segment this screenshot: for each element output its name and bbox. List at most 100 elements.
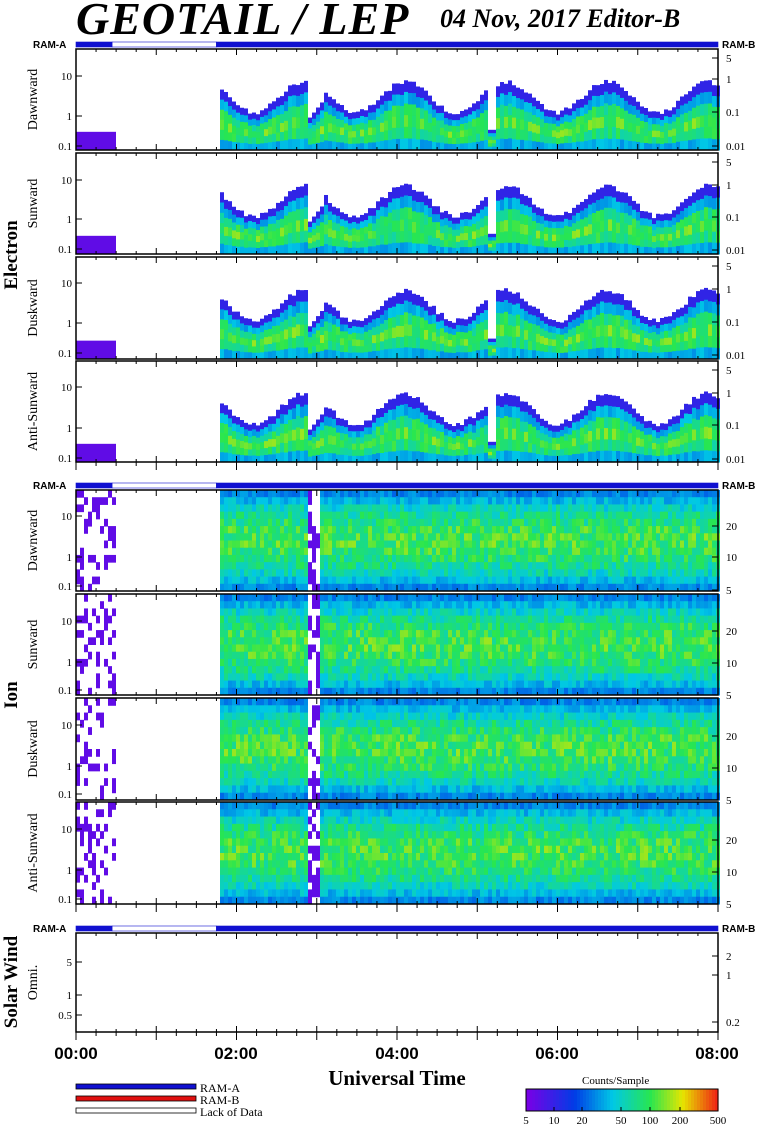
spectrogram-cell xyxy=(220,192,224,204)
spectrogram-cell xyxy=(112,449,116,454)
spectrogram-cell xyxy=(508,518,512,527)
spectrogram-cell xyxy=(708,540,712,549)
spectrogram-cell xyxy=(364,116,368,125)
spectrogram-cell xyxy=(80,241,84,246)
spectrogram-cell xyxy=(308,540,312,549)
spectrogram-cell xyxy=(612,126,616,139)
spectrogram-cell xyxy=(228,132,232,142)
spectrogram-cell xyxy=(320,430,324,439)
spectrogram-cell xyxy=(696,518,700,527)
spectrogram-cell xyxy=(496,405,500,418)
spectrogram-cell xyxy=(676,490,680,498)
spectrogram-cell xyxy=(404,347,408,360)
spectrogram-cell xyxy=(452,247,456,255)
spectrogram-cell xyxy=(336,497,340,505)
spectrogram-cell xyxy=(536,350,540,360)
spectrogram-cell xyxy=(564,426,568,435)
spectrogram-cell xyxy=(396,547,400,556)
spectrogram-cell xyxy=(288,451,292,463)
spectrogram-cell xyxy=(628,576,632,585)
spectrogram-cell xyxy=(428,453,432,463)
spectrogram-cell xyxy=(576,504,580,513)
spectrogram-cell xyxy=(596,106,600,119)
spectrogram-cell xyxy=(572,446,576,455)
spectrogram-cell xyxy=(260,526,264,534)
spectrogram-cell xyxy=(688,511,692,520)
spectrogram-cell xyxy=(600,209,604,222)
spectrogram-cell xyxy=(440,135,444,144)
spectrogram-cell xyxy=(584,526,588,534)
spectrogram-cell xyxy=(360,437,364,445)
spectrogram-cell xyxy=(660,583,664,592)
spectrogram-cell xyxy=(420,562,424,570)
spectrogram-cell xyxy=(396,94,400,107)
spectrogram-cell xyxy=(624,569,628,578)
spectrogram-cell xyxy=(456,526,460,534)
spectrogram-cell xyxy=(500,82,504,94)
spectrogram-cell xyxy=(492,133,496,138)
spectrogram-cell xyxy=(552,346,556,354)
spectrogram-cell xyxy=(112,340,116,345)
spectrogram-cell xyxy=(360,247,364,255)
spectrogram-cell xyxy=(492,533,496,541)
spectrogram-cell xyxy=(376,210,380,220)
spectrogram-cell xyxy=(464,569,468,578)
spectrogram-cell xyxy=(692,554,696,563)
spectrogram-cell xyxy=(376,497,380,505)
spectrogram-cell xyxy=(388,554,392,563)
spectrogram-cell xyxy=(704,450,708,463)
spectrogram-cell xyxy=(276,308,280,318)
spectrogram-cell xyxy=(256,114,260,121)
spectrogram-cell xyxy=(380,197,384,208)
spectrogram-cell xyxy=(416,305,420,317)
spectrogram-cell xyxy=(240,583,244,592)
spectrogram-cell xyxy=(712,554,716,563)
spectrogram-cell xyxy=(456,455,460,463)
spectrogram-cell xyxy=(388,338,392,350)
spectrogram-cell xyxy=(392,562,396,570)
spectrogram-cell xyxy=(500,396,504,408)
spectrogram-cell xyxy=(572,518,576,527)
spectrogram-cell xyxy=(288,305,292,317)
spectrogram-cell xyxy=(320,554,324,563)
spectrogram-cell xyxy=(252,215,256,223)
spectrogram-cell xyxy=(468,330,472,339)
spectrogram-cell xyxy=(248,526,252,534)
spectrogram-cell xyxy=(592,547,596,556)
spectrogram-cell xyxy=(584,122,588,133)
spectrogram-cell xyxy=(636,212,640,221)
spectrogram-cell xyxy=(552,437,556,445)
spectrogram-cell xyxy=(76,244,80,249)
spectrogram-cell xyxy=(312,131,316,139)
spectrogram-cell xyxy=(472,533,476,541)
spectrogram-cell xyxy=(652,218,656,225)
spectrogram-cell xyxy=(412,104,416,117)
spectrogram-cell xyxy=(640,416,644,425)
spectrogram-cell xyxy=(424,452,428,463)
spectrogram-cell xyxy=(516,336,520,349)
spectrogram-cell xyxy=(284,504,288,513)
spectrogram-cell xyxy=(612,348,616,360)
spectrogram-cell xyxy=(356,497,360,505)
spectrogram-cell xyxy=(376,547,380,556)
spectrogram-cell xyxy=(516,451,520,463)
spectrogram-cell xyxy=(580,99,584,109)
spectrogram-cell xyxy=(264,518,268,527)
spectrogram-cell xyxy=(704,426,708,439)
spectrogram-cell xyxy=(712,429,716,441)
spectrogram-cell xyxy=(528,518,532,527)
spectrogram-cell xyxy=(248,338,252,347)
spectrogram-cell xyxy=(268,554,272,563)
spectrogram-cell xyxy=(272,526,276,534)
spectrogram-cell xyxy=(240,533,244,541)
spectrogram-cell xyxy=(692,348,696,360)
spectrogram-cell xyxy=(640,431,644,440)
spectrogram-cell xyxy=(88,244,92,249)
spectrogram-cell xyxy=(224,533,228,541)
spectrogram-cell xyxy=(544,316,548,325)
spectrogram-cell xyxy=(608,116,612,129)
spectrogram-cell xyxy=(624,309,628,321)
spectrogram-cell xyxy=(644,569,648,578)
spectrogram-cell xyxy=(416,128,420,140)
spectrogram-cell xyxy=(540,511,544,520)
